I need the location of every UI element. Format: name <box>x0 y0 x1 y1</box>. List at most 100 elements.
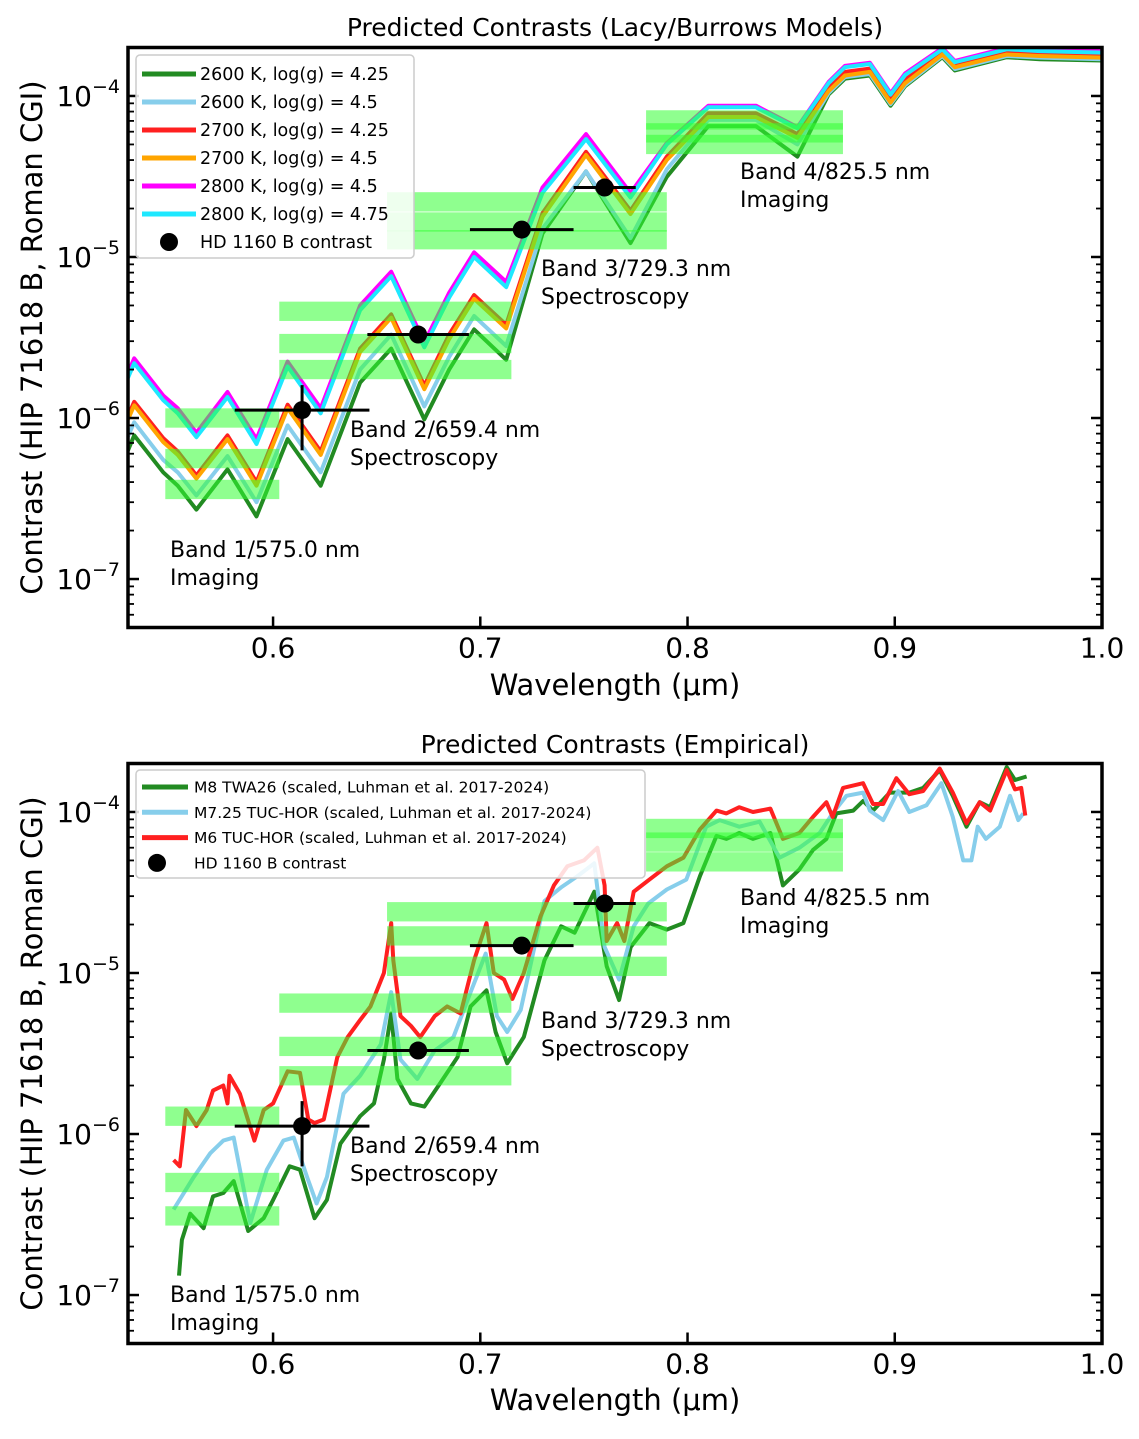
y-tick-label-exponent: −7 <box>92 559 120 581</box>
band-2-level-bar <box>279 1066 512 1086</box>
band-1-level-bar <box>165 448 280 469</box>
data-point <box>512 220 531 239</box>
x-tick-label: 0.6 <box>251 1348 296 1381</box>
y-axis-label: Contrast (HIP 71618 B, Roman CGI) <box>15 796 49 1310</box>
plot-area <box>128 47 1102 519</box>
y-tick-label-exponent: −5 <box>92 953 120 975</box>
series-line-6 <box>128 47 1102 446</box>
x-axis-label: Wavelength (μm) <box>490 668 741 702</box>
legend-box <box>135 769 646 879</box>
chart-title: Predicted Contrasts (Lacy/Burrows Models… <box>347 13 883 42</box>
band-1-level-bar <box>165 479 280 500</box>
y-tick-label-base: 10 <box>56 402 92 435</box>
band-3-level-bar <box>387 926 667 946</box>
x-tick-label: 0.8 <box>665 632 710 665</box>
data-point <box>409 325 428 344</box>
plot-frame <box>126 45 1104 630</box>
y-tick-label: 10−4 <box>56 76 120 113</box>
y-tick-label: 10−7 <box>56 1275 120 1312</box>
x-tick-label: 0.6 <box>251 632 296 665</box>
band-4-level-bar <box>646 832 843 852</box>
band-2-level-bar <box>279 1036 512 1057</box>
band-mode-label: Spectroscopy <box>541 285 689 310</box>
y-tick-label: 10−7 <box>56 559 120 596</box>
x-tick-label: 0.9 <box>873 632 918 665</box>
legend-entry-label: 2600 K, log(g) = 4.5 <box>200 93 378 113</box>
band-1-level-bar <box>165 1206 280 1226</box>
band-label: Band 2/659.4 nm <box>350 418 540 443</box>
legend-entry-label: 2800 K, log(g) = 4.75 <box>200 205 389 225</box>
y-tick-label-base: 10 <box>56 1279 92 1312</box>
band-label: Band 3/729.3 nm <box>541 1009 731 1034</box>
y-tick-label-exponent: −7 <box>92 1275 120 1297</box>
y-tick-label: 10−6 <box>56 398 120 435</box>
data-point <box>293 401 312 420</box>
legend-entry-label: 2800 K, log(g) = 4.5 <box>200 177 378 197</box>
y-tick-label-exponent: −6 <box>92 1114 120 1136</box>
band-mode-label: Imaging <box>740 914 829 939</box>
y-tick-label: 10−5 <box>56 953 120 990</box>
band-3-level-bar <box>387 230 667 250</box>
chart-panel-models: Band 1/575.0 nm Imaging Band 2/659.4 nm Spe… <box>15 13 1124 702</box>
legend-entry-label: 2700 K, log(g) = 4.25 <box>200 121 389 141</box>
y-tick-label-base: 10 <box>56 563 92 596</box>
band-mode-label: Spectroscopy <box>541 1037 689 1062</box>
y-tick-label-base: 10 <box>56 241 92 274</box>
band-1-level-bar <box>165 1106 280 1126</box>
x-tick-label: 0.7 <box>458 632 503 665</box>
band-2-level-bar <box>279 301 512 321</box>
y-tick-label: 10−4 <box>56 792 120 829</box>
legend-entry-label: M6 TUC-HOR (scaled, Luhman et al. 2017-2… <box>194 829 567 847</box>
data-point <box>512 936 531 955</box>
band-3-level-bar <box>387 956 667 976</box>
y-tick-label-exponent: −4 <box>92 76 120 98</box>
legend-entry-label: M7.25 TUC-HOR (scaled, Luhman et al. 201… <box>194 804 591 822</box>
band-4-level-bar <box>646 134 843 155</box>
x-tick-label: 0.7 <box>458 1348 503 1381</box>
y-tick-label: 10−5 <box>56 237 120 274</box>
band-label: Band 1/575.0 nm <box>170 1283 360 1308</box>
legend: M8 TWA26 (scaled, Luhman et al. 2017-202… <box>135 769 646 879</box>
band-mode-label: Imaging <box>170 1311 259 1336</box>
legend: 2600 K, log(g) = 4.25 2600 K, log(g) = 4.… <box>135 54 415 259</box>
plot-area <box>165 765 1028 1276</box>
y-tick-label-exponent: −6 <box>92 398 120 420</box>
y-tick-label-exponent: −4 <box>92 792 120 814</box>
chart-title: Predicted Contrasts (Empirical) <box>421 730 810 759</box>
band-2-level-bar <box>279 359 512 380</box>
legend-entry-label: 2600 K, log(g) = 4.25 <box>200 65 389 85</box>
data-point <box>595 894 614 913</box>
x-axis-label: Wavelength (μm) <box>490 1383 741 1417</box>
band-mode-label: Imaging <box>170 566 259 591</box>
legend-entry-label: HD 1160 B contrast <box>200 233 372 253</box>
data-point <box>595 178 614 197</box>
series-line-4 <box>128 52 1102 488</box>
x-tick-label: 0.9 <box>873 1348 918 1381</box>
legend-entry-label: HD 1160 B contrast <box>194 854 346 872</box>
x-tick-label: 0.8 <box>665 1348 710 1381</box>
band-label: Band 3/729.3 nm <box>541 257 731 282</box>
band-3-level-bar <box>387 212 667 232</box>
data-point <box>293 1117 312 1136</box>
plot-frame <box>126 761 1104 1346</box>
band-mode-label: Imaging <box>740 188 829 213</box>
y-tick-label-base: 10 <box>56 80 92 113</box>
legend-marker <box>148 853 166 872</box>
legend-marker <box>160 233 178 251</box>
chart-panel-empirical: Band 1/575.0 nm Imaging Band 2/659.4 nm Spe… <box>15 730 1124 1417</box>
band-4-level-bar <box>646 852 843 872</box>
legend-box <box>135 54 415 259</box>
y-tick-label-base: 10 <box>56 796 92 829</box>
y-axis-label: Contrast (HIP 71618 B, Roman CGI) <box>15 80 49 594</box>
data-point <box>409 1041 428 1060</box>
band-mode-label: Spectroscopy <box>350 1162 498 1187</box>
band-mode-label: Spectroscopy <box>350 446 498 471</box>
band-2-level-bar <box>279 333 512 354</box>
legend-entry-label: M8 TWA26 (scaled, Luhman et al. 2017-202… <box>194 779 549 797</box>
band-1-level-bar <box>165 408 280 428</box>
y-tick-label-exponent: −5 <box>92 237 120 259</box>
band-label: Band 4/825.5 nm <box>740 160 930 185</box>
x-tick-label: 1.0 <box>1080 632 1125 665</box>
band-label: Band 4/825.5 nm <box>740 886 930 911</box>
